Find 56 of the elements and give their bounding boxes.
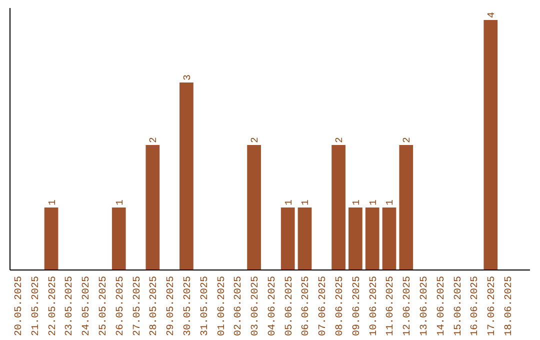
x-tick-label: 06.06.2025	[301, 276, 312, 336]
data-label: 1	[368, 199, 380, 206]
data-label: 2	[250, 136, 262, 143]
data-label: 4	[487, 12, 498, 18]
bar	[382, 208, 396, 270]
x-tick-label: 29.05.2025	[166, 276, 178, 336]
x-tick-label: 11.06.2025	[386, 276, 397, 336]
x-tick-label: 13.06.2025	[420, 276, 431, 336]
bar	[399, 145, 414, 270]
x-tick-label: 04.06.2025	[267, 276, 278, 336]
x-tick-label: 07.06.2025	[318, 276, 330, 336]
x-tick-label: 25.05.2025	[98, 276, 110, 336]
bar	[44, 208, 58, 270]
x-tick-label: 08.06.2025	[335, 276, 346, 336]
x-tick-label: 02.06.2025	[234, 276, 245, 336]
x-tick-label: 26.05.2025	[115, 276, 126, 336]
x-tick-label: 09.06.2025	[352, 276, 363, 336]
bar	[112, 208, 126, 270]
data-label: 1	[284, 199, 296, 206]
bar	[247, 145, 261, 270]
x-tick-label: 15.06.2025	[453, 276, 464, 336]
data-label: 1	[48, 199, 59, 206]
bar	[280, 208, 295, 270]
data-label: 2	[335, 136, 346, 143]
x-tick-label: 22.05.2025	[48, 276, 59, 336]
data-label: 1	[352, 199, 363, 206]
bar	[180, 82, 194, 270]
x-tick-label: 28.05.2025	[149, 276, 160, 336]
data-label: 1	[386, 199, 397, 206]
data-label: 1	[301, 199, 312, 206]
data-label: 3	[182, 74, 194, 80]
bar	[298, 208, 312, 270]
x-tick-label: 17.06.2025	[487, 276, 498, 336]
x-tick-label: 10.06.2025	[368, 276, 380, 336]
x-tick-label: 05.06.2025	[284, 276, 296, 336]
x-tick-label: 31.05.2025	[200, 276, 211, 336]
x-tick-label: 03.06.2025	[250, 276, 262, 336]
x-tick-label: 30.05.2025	[182, 276, 194, 336]
x-tick-label: 14.06.2025	[436, 276, 448, 336]
data-label: 2	[149, 136, 160, 143]
bar	[484, 20, 498, 270]
x-tick-label: 27.05.2025	[132, 276, 144, 336]
data-label: 1	[115, 199, 126, 206]
bar	[348, 208, 362, 270]
bar	[146, 145, 160, 270]
x-tick-label: 23.05.2025	[64, 276, 76, 336]
x-tick-label: 16.06.2025	[470, 276, 482, 336]
x-tick-label: 21.05.2025	[30, 276, 42, 336]
x-tick-label: 18.06.2025	[504, 276, 516, 336]
x-tick-label: 01.06.2025	[216, 276, 228, 336]
x-tick-label: 12.06.2025	[402, 276, 414, 336]
bar	[365, 208, 380, 270]
x-tick-label: 24.05.2025	[82, 276, 93, 336]
data-label: 2	[402, 136, 414, 143]
x-tick-label: 20.05.2025	[14, 276, 25, 336]
bar	[332, 145, 346, 270]
